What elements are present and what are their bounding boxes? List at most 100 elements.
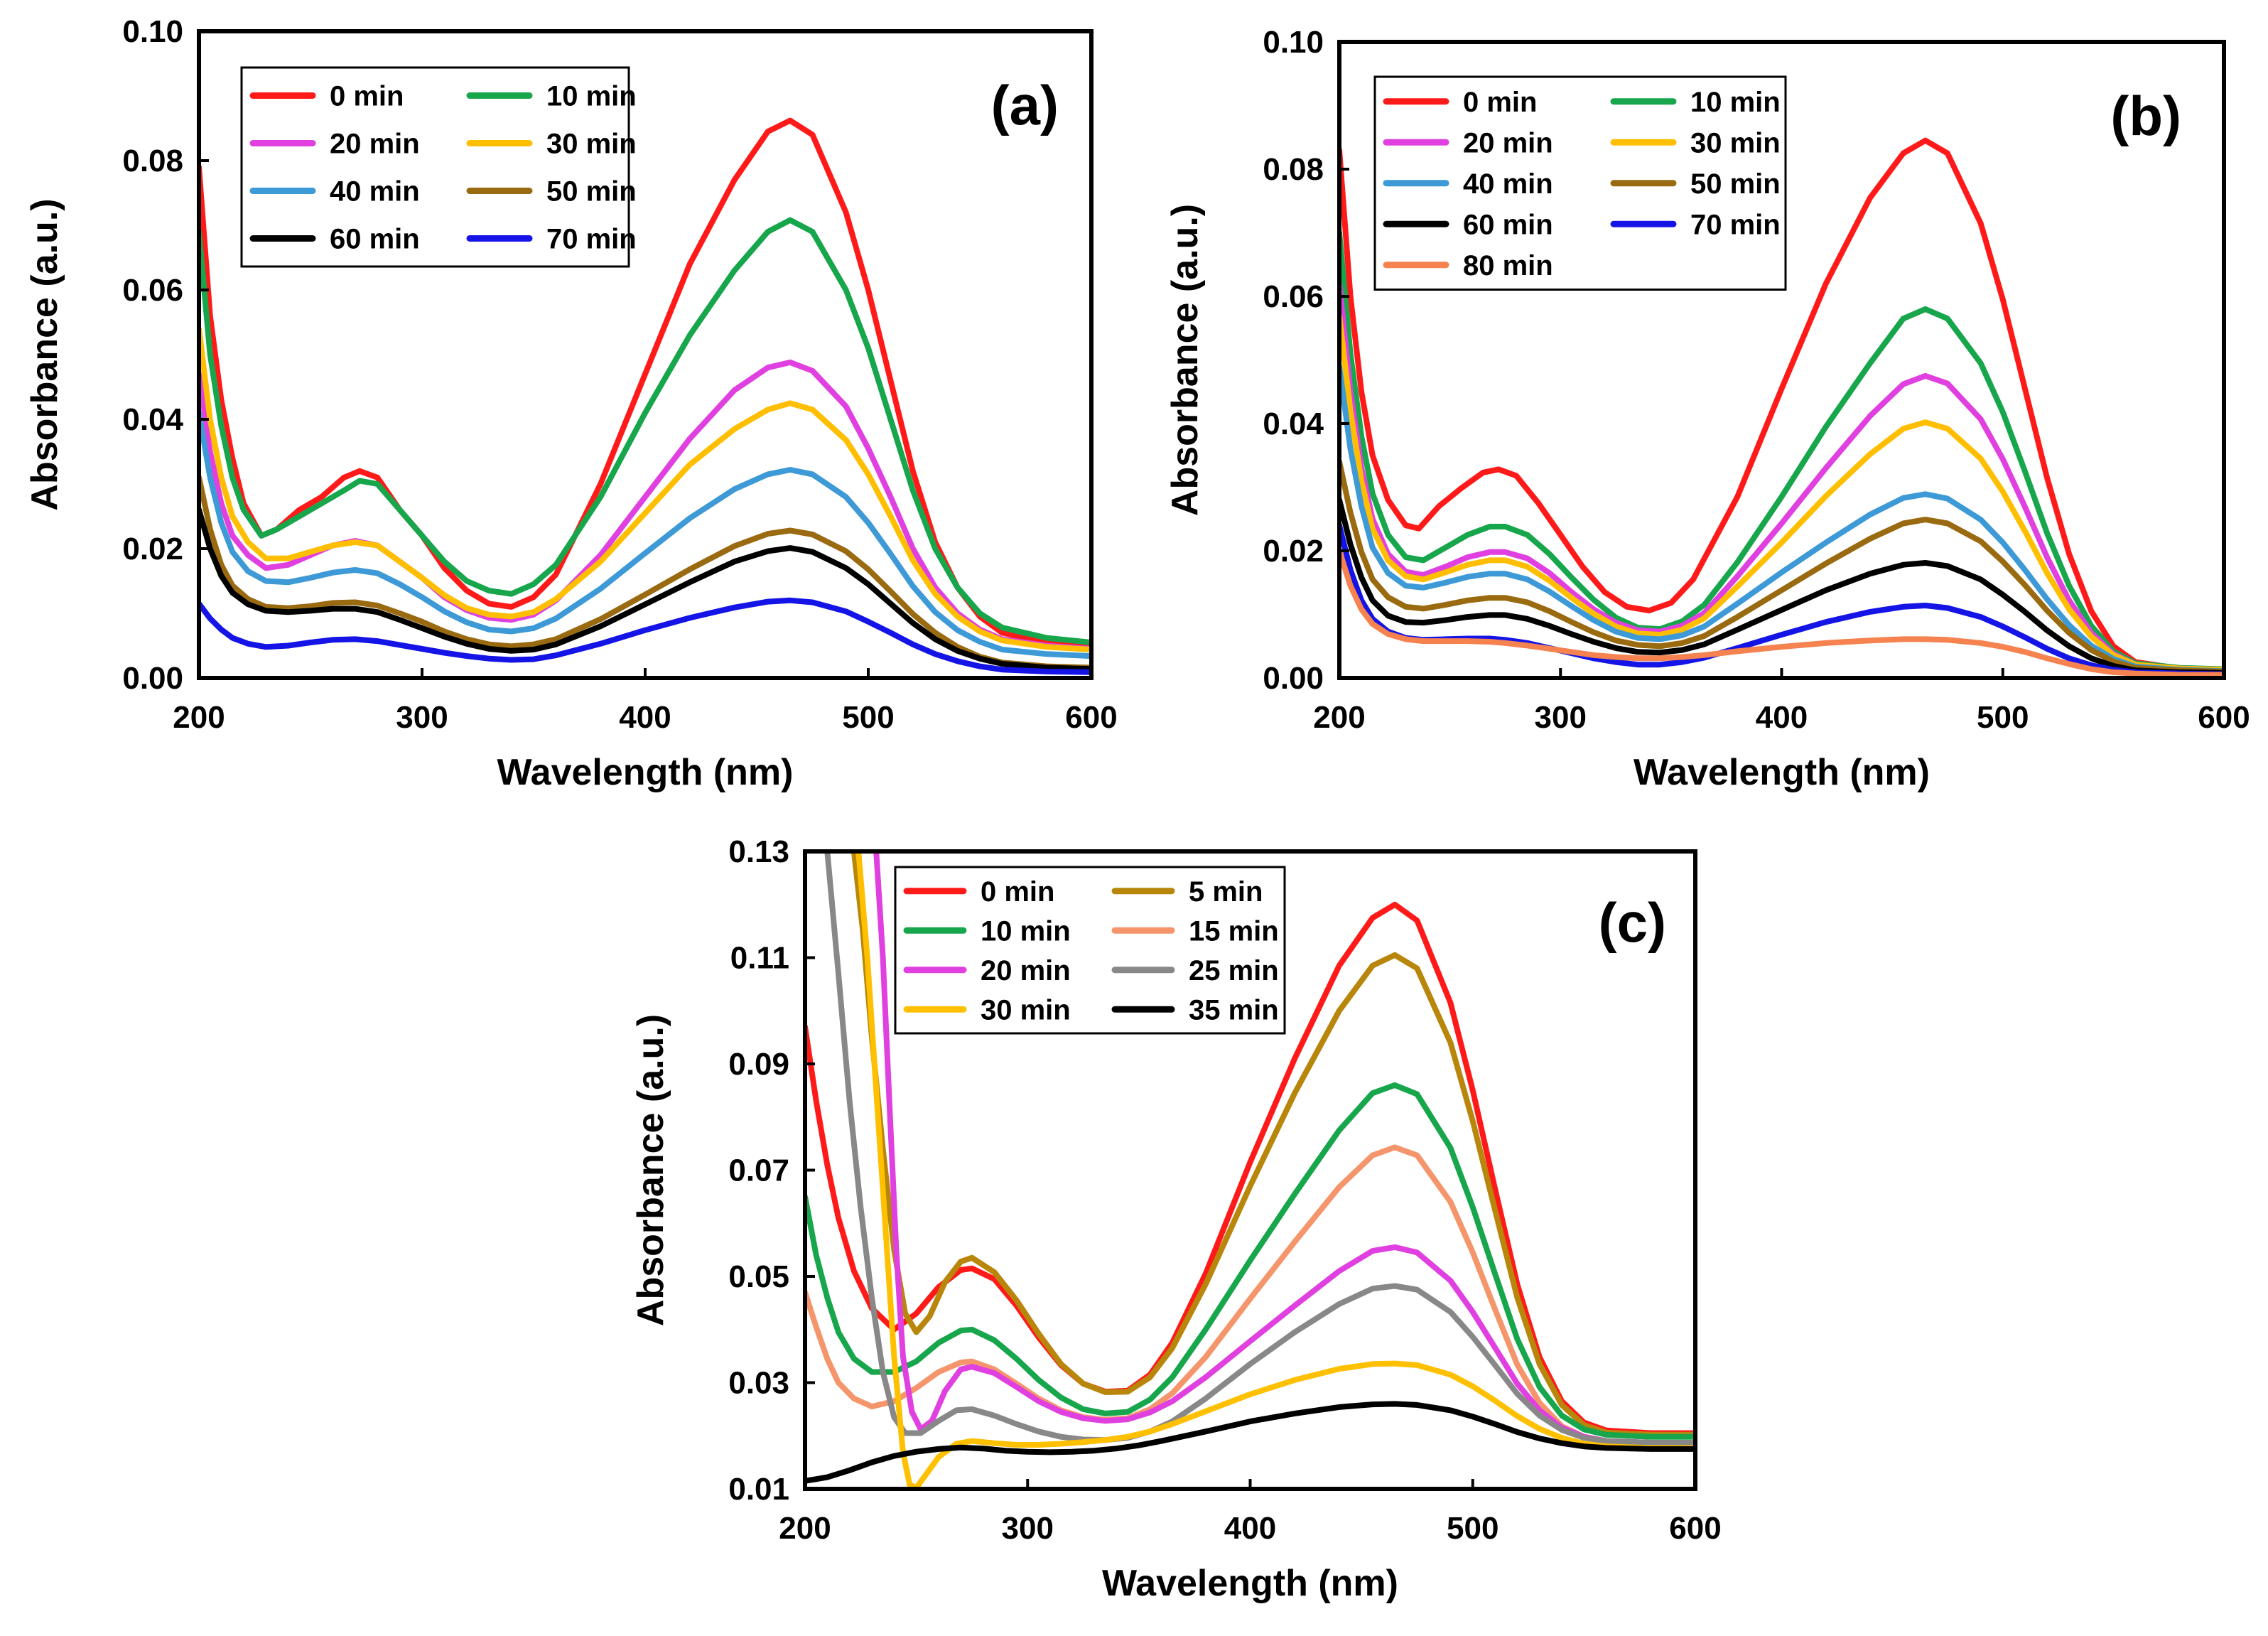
- series-line-10-min: [1339, 230, 2224, 672]
- x-axis-title: Wavelength (nm): [1102, 1563, 1398, 1604]
- series-line-10-min: [199, 217, 1091, 645]
- y-tick-label: 0.02: [122, 532, 183, 566]
- legend-item: 20 min: [249, 129, 420, 160]
- x-tick-label: 200: [1313, 700, 1365, 735]
- y-tick-label: 0.13: [728, 834, 789, 869]
- chart-panel-a: 200 300 400 500 600 0.00 0.02 0.04 0.06 0.08 0.10 W…: [24, 14, 1118, 793]
- series-line-60-min: [1339, 497, 2224, 676]
- legend-item: 80 min: [1383, 250, 1553, 281]
- legend-label: 20 min: [1463, 127, 1553, 158]
- y-tick-label: 0.02: [1263, 534, 1324, 569]
- y-tick-label: 0.00: [122, 661, 183, 696]
- legend-item: 70 min: [466, 224, 637, 255]
- x-tick-label: 600: [1669, 1511, 1721, 1546]
- x-tick-label: 400: [1224, 1511, 1276, 1546]
- legend-label: 80 min: [1463, 250, 1553, 281]
- series-line-20-min: [1339, 281, 2224, 673]
- legend-label: 30 min: [1690, 127, 1781, 158]
- series-line-60-min: [199, 507, 1091, 672]
- legend-item: 15 min: [1111, 915, 1279, 947]
- legend-label: 0 min: [981, 876, 1054, 908]
- x-tick-label: 300: [1002, 1511, 1054, 1546]
- x-tick-label: 500: [1447, 1511, 1498, 1546]
- legend-item: 50 min: [1610, 168, 1781, 200]
- legend-label: 10 min: [1690, 87, 1781, 118]
- y-axis-title: Absorbance (a.u.): [24, 198, 65, 510]
- legend-item: 0 min: [1383, 87, 1537, 118]
- chart-panel-b: 200 300 400 500 600 0.00 0.02 0.04 0.06 0.08 0.10 W…: [1165, 25, 2250, 793]
- panel-label: (a): [991, 74, 1059, 136]
- y-tick-label: 0.08: [1263, 152, 1324, 187]
- legend-item: 5 min: [1111, 876, 1263, 908]
- legend-item: 30 min: [466, 129, 637, 160]
- legend-label: 30 min: [981, 994, 1071, 1026]
- x-tick-label: 400: [619, 700, 671, 735]
- legend-item: 20 min: [903, 955, 1071, 986]
- series-line-40-min: [199, 409, 1091, 660]
- series-line-5-min: [850, 851, 1695, 1438]
- series-line-80-min: [1339, 548, 2224, 678]
- legend-label: 20 min: [981, 955, 1071, 986]
- legend-label: 10 min: [546, 81, 637, 112]
- legend-label: 5 min: [1189, 876, 1263, 908]
- x-axis-title: Wavelength (nm): [1634, 752, 1930, 793]
- legend-item: 50 min: [466, 176, 637, 208]
- series-line-0-min: [1339, 137, 2224, 674]
- chart-panel-c: 200 300 400 500 600 0.01 0.03 0.05 0.07 0.09 0.11 0…: [630, 834, 1722, 1604]
- legend-label: 70 min: [1690, 209, 1781, 240]
- x-tick-label: 300: [1535, 700, 1587, 735]
- legend-item: 70 min: [1610, 209, 1781, 240]
- panel-label: (b): [2110, 85, 2181, 147]
- series-line-30-min: [855, 851, 1695, 1489]
- y-tick-label: 0.06: [1263, 279, 1324, 314]
- y-tick-label: 0.00: [1263, 661, 1324, 696]
- y-tick-label: 0.09: [728, 1047, 789, 1082]
- y-tick-label: 0.07: [728, 1153, 789, 1188]
- x-tick-label: 200: [173, 700, 225, 735]
- y-tick-label: 0.11: [730, 941, 789, 976]
- x-tick-label: 500: [1977, 700, 2029, 735]
- legend-label: 15 min: [1189, 915, 1279, 947]
- x-axis-title: Wavelength (nm): [497, 752, 794, 793]
- legend-label: 40 min: [330, 176, 420, 208]
- legend-label: 60 min: [330, 224, 420, 255]
- legend-item: 30 min: [903, 994, 1071, 1026]
- legend-item: 25 min: [1111, 955, 1279, 986]
- series-line-50-min: [199, 474, 1091, 671]
- legend-label: 20 min: [330, 129, 420, 160]
- y-tick-label: 0.04: [122, 402, 183, 437]
- legend-label: 25 min: [1189, 955, 1279, 986]
- legend-box: [240, 66, 630, 268]
- legend-label: 10 min: [981, 915, 1071, 947]
- legend-item: 60 min: [1383, 209, 1553, 240]
- legend-label: 30 min: [546, 129, 637, 160]
- legend-label: 70 min: [546, 224, 637, 255]
- y-axis-title: Absorbance (a.u.): [1165, 204, 1206, 516]
- legend-label: 50 min: [1690, 168, 1781, 200]
- y-tick-label: 0.03: [728, 1366, 789, 1401]
- legend-item: 30 min: [1610, 127, 1781, 158]
- series-line-35-min: [805, 1401, 1695, 1484]
- legend-item: 0 min: [249, 81, 404, 112]
- legend-label: 60 min: [1463, 209, 1553, 240]
- x-tick-label: 200: [779, 1511, 831, 1546]
- x-tick-label: 500: [842, 700, 894, 735]
- panel-label: (c): [1599, 891, 1666, 954]
- y-tick-label: 0.08: [122, 144, 183, 178]
- legend-item: 60 min: [249, 224, 420, 255]
- x-tick-label: 600: [2198, 700, 2250, 735]
- legend-label: 35 min: [1189, 994, 1279, 1026]
- series-line-30-min: [1339, 312, 2224, 673]
- x-tick-label: 400: [1756, 700, 1808, 735]
- legend-item: 40 min: [1383, 168, 1553, 200]
- series-line-30-min: [199, 325, 1091, 652]
- legend-item: 0 min: [903, 876, 1054, 908]
- y-axis-title: Absorbance (a.u.): [630, 1014, 671, 1326]
- y-tick-label: 0.04: [1263, 407, 1324, 441]
- y-tick-label: 0.05: [728, 1259, 789, 1294]
- legend-item: 40 min: [249, 176, 420, 208]
- x-tick-label: 300: [396, 700, 448, 735]
- legend-label: 50 min: [546, 176, 637, 208]
- legend-label: 40 min: [1463, 168, 1553, 200]
